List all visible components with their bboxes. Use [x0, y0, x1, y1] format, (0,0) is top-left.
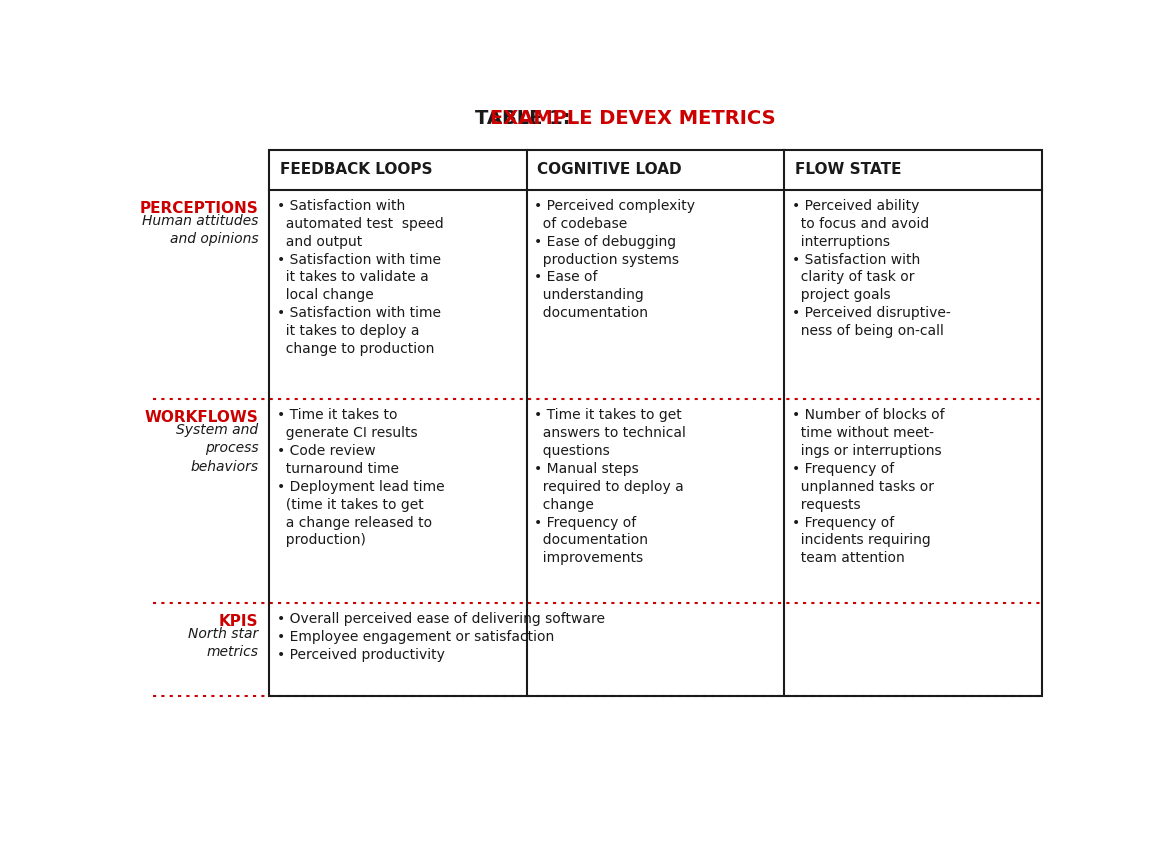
Text: FLOW STATE: FLOW STATE [795, 162, 902, 177]
Text: Human attitudes
and opinions: Human attitudes and opinions [142, 214, 258, 246]
Text: KPIS: KPIS [218, 614, 258, 629]
Text: TABLE 1:: TABLE 1: [475, 110, 577, 128]
Text: PERCEPTIONS: PERCEPTIONS [140, 200, 258, 216]
Text: • Overall perceived ease of delivering software
• Employee engagement or satisfa: • Overall perceived ease of delivering s… [277, 612, 605, 663]
Text: • Satisfaction with
  automated test  speed
  and output
• Satisfaction with tim: • Satisfaction with automated test speed… [277, 199, 443, 356]
Text: EXAMPLE DEVEX METRICS: EXAMPLE DEVEX METRICS [490, 110, 777, 128]
Text: • Time it takes to get
  answers to technical
  questions
• Manual steps
  requi: • Time it takes to get answers to techni… [535, 408, 686, 565]
Text: North star
metrics: North star metrics [188, 627, 258, 659]
Text: • Perceived complexity
  of codebase
• Ease of debugging
  production systems
• : • Perceived complexity of codebase • Eas… [535, 199, 696, 320]
Bar [269, 150, 1042, 696]
Text: FEEDBACK LOOPS: FEEDBACK LOOPS [280, 162, 433, 177]
Text: COGNITIVE LOAD: COGNITIVE LOAD [537, 162, 683, 177]
Text: • Number of blocks of
  time without meet-
  ings or interruptions
• Frequency o: • Number of blocks of time without meet-… [792, 408, 944, 565]
Text: • Perceived ability
  to focus and avoid
  interruptions
• Satisfaction with
  c: • Perceived ability to focus and avoid i… [792, 199, 950, 338]
Text: WORKFLOWS: WORKFLOWS [144, 410, 258, 425]
Text: • Time it takes to
  generate CI results
• Code review
  turnaround time
• Deplo: • Time it takes to generate CI results •… [277, 408, 445, 547]
Text: System and
process
behaviors: System and process behaviors [176, 423, 258, 474]
